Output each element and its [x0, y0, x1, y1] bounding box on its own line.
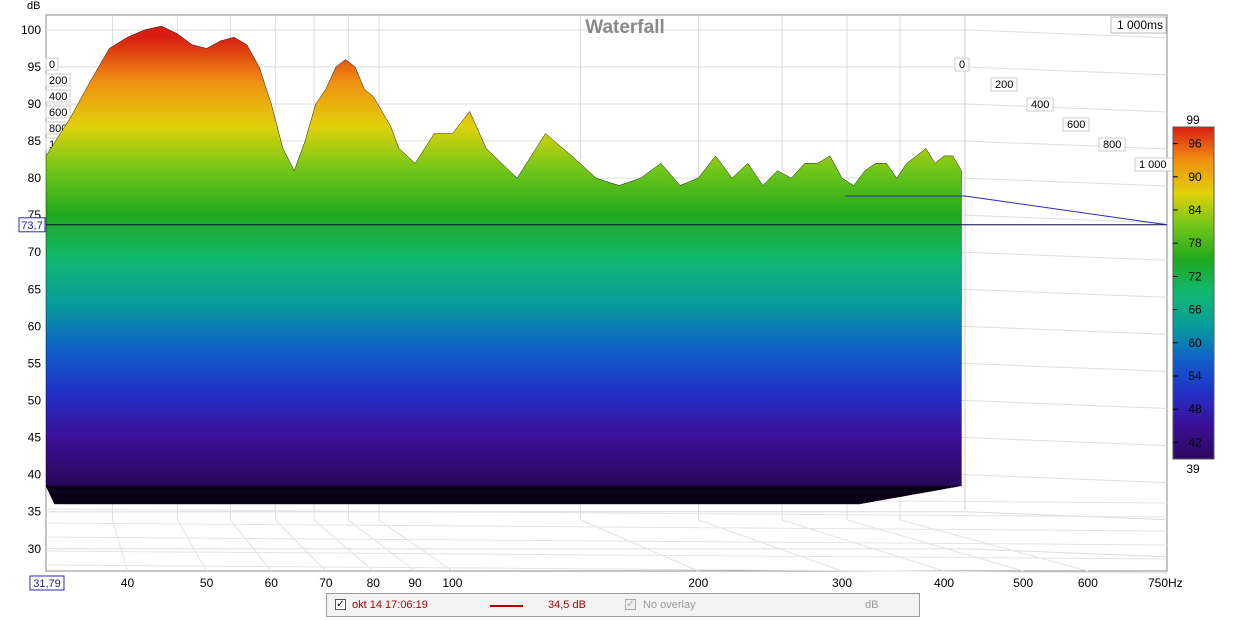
time-tick-right: 200	[990, 77, 1018, 92]
scale-tick-label: 60	[1188, 336, 1202, 350]
time-tick-left: 0	[45, 57, 59, 71]
scale-min-label: 39	[1186, 462, 1200, 476]
time-tick-label: 200	[49, 75, 67, 87]
x-tick-label: 600	[1078, 576, 1098, 590]
y-tick-label: 100	[21, 23, 41, 37]
time-tick-right: 600	[1062, 117, 1090, 132]
x-tick-label: 90	[408, 576, 422, 590]
scale-tick-label: 72	[1188, 269, 1202, 283]
time-tick-left: 600	[45, 105, 71, 119]
overlay-legend: ✓ okt 14 17:06:19 34,5 dB ✓ No overlay d…	[326, 593, 920, 617]
time-tick-label: 600	[49, 107, 67, 119]
y-tick-label: 95	[28, 60, 42, 74]
y-tick-label: 70	[28, 245, 42, 259]
x-tick-label: 300	[832, 576, 852, 590]
time-window-label: 1 000ms	[1117, 18, 1163, 32]
color-scale: 99 39 42 48 54 60 66 72 78 84 90 96	[1172, 113, 1215, 476]
y-tick-label: 60	[28, 319, 42, 333]
y-tick-label: 90	[28, 97, 42, 111]
scale-tick-label: 96	[1188, 137, 1202, 151]
x-tick-label: 40	[121, 576, 135, 590]
time-tick-label: 0	[49, 59, 55, 71]
scale-tick-label: 54	[1188, 369, 1202, 383]
time-tick-right: 400	[1026, 97, 1054, 112]
x-tick-label: 70	[319, 576, 333, 590]
trace-name: okt 14 17:06:19	[352, 599, 428, 611]
scale-tick-label: 42	[1188, 435, 1202, 449]
time-tick-left: 400	[45, 89, 71, 103]
x-start-readout[interactable]: 31,79	[29, 575, 65, 591]
x-tick-label: 60	[265, 576, 279, 590]
x-tick-label: 500	[1013, 576, 1033, 590]
y-tick-label: 40	[28, 468, 42, 482]
y-tick-label: 30	[28, 542, 42, 556]
time-tick-label: 200	[995, 79, 1013, 91]
x-start-value: 31,79	[33, 578, 61, 590]
chart-title: Waterfall	[585, 17, 665, 38]
time-tick-label: 400	[1031, 99, 1049, 111]
cursor-readout[interactable]: 73,7	[18, 217, 46, 233]
cursor-value: 73,7	[21, 220, 42, 232]
y-tick-label: 80	[28, 171, 42, 185]
scale-max-label: 99	[1186, 113, 1200, 127]
x-tick-label: 100	[442, 576, 462, 590]
time-tick-label: 800	[1103, 139, 1121, 151]
x-tick-label: 50	[200, 576, 214, 590]
y-tick-label: 65	[28, 282, 42, 296]
x-tick-label: 200	[688, 576, 708, 590]
time-window-box[interactable]: 1 000ms	[1110, 16, 1167, 34]
trace-value: 34,5 dB	[548, 599, 586, 611]
y-tick-label: 55	[28, 356, 42, 370]
trace-checkbox[interactable]: ✓	[335, 599, 346, 610]
y-tick-label: 45	[28, 431, 42, 445]
waterfall-slice	[46, 25, 962, 487]
x-tick-label: 400	[934, 576, 954, 590]
overlay-checkbox[interactable]: ✓	[625, 599, 636, 610]
scale-tick-label: 84	[1188, 203, 1202, 217]
trace-line-swatch	[490, 605, 523, 607]
time-tick-right: 0	[954, 57, 970, 72]
time-tick-right: 1 000	[1134, 157, 1174, 172]
cursor	[46, 195, 1168, 226]
scale-tick-label: 48	[1188, 402, 1202, 416]
y-tick-label: 85	[28, 134, 42, 148]
time-tick-label: 600	[1067, 119, 1085, 131]
time-tick-label: 0	[959, 59, 965, 71]
time-tick-left: 200	[45, 73, 71, 87]
waterfall-surface	[46, 25, 962, 505]
time-tick-label: 400	[49, 91, 67, 103]
scale-tick-label: 90	[1188, 170, 1202, 184]
overlay-unit: dB	[865, 599, 879, 611]
x-end-label: 750Hz	[1148, 576, 1183, 590]
time-tick-label: 1 000	[1139, 159, 1167, 171]
scale-tick-label: 66	[1188, 303, 1202, 317]
color-scale-bar	[1172, 126, 1215, 460]
time-tick-right: 800	[1098, 137, 1126, 152]
y-tick-label: 35	[28, 505, 42, 519]
y-tick-label: 50	[28, 393, 42, 407]
x-tick-label: 80	[367, 576, 381, 590]
scale-tick-label: 78	[1188, 236, 1202, 250]
overlay-name: No overlay	[643, 599, 696, 611]
y-axis-title: dB	[27, 0, 40, 12]
